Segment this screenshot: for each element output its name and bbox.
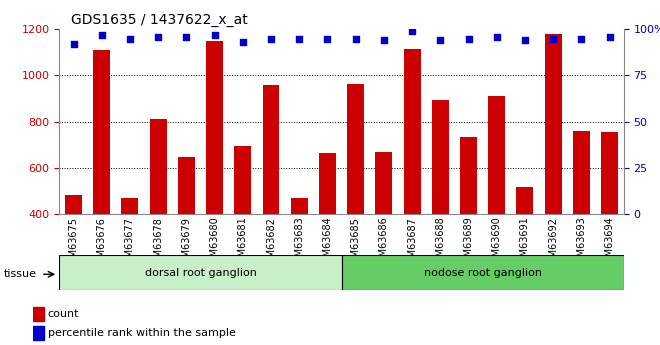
Text: count: count xyxy=(48,309,79,319)
Bar xyxy=(347,83,364,214)
Point xyxy=(266,36,277,41)
Bar xyxy=(150,119,166,214)
Point xyxy=(548,36,558,41)
Point xyxy=(407,28,417,34)
Point xyxy=(435,38,446,43)
Bar xyxy=(376,151,392,214)
Point xyxy=(238,39,248,45)
Point xyxy=(96,32,107,38)
Point xyxy=(379,38,389,43)
Bar xyxy=(93,50,110,214)
Bar xyxy=(121,198,139,214)
Bar xyxy=(517,187,533,214)
Point xyxy=(125,36,135,41)
Bar xyxy=(234,146,251,214)
Point xyxy=(181,34,191,39)
Bar xyxy=(342,255,624,290)
Text: tissue: tissue xyxy=(3,269,36,279)
Point xyxy=(322,36,333,41)
Bar xyxy=(33,326,44,339)
Point xyxy=(350,36,361,41)
Bar xyxy=(59,255,342,290)
Point xyxy=(209,32,220,38)
Point xyxy=(576,36,587,41)
Point xyxy=(463,36,474,41)
Point xyxy=(492,34,502,39)
Point xyxy=(605,34,615,39)
Bar xyxy=(33,307,44,321)
Text: percentile rank within the sample: percentile rank within the sample xyxy=(48,328,236,338)
Bar xyxy=(488,96,505,214)
Bar xyxy=(460,137,477,214)
Bar xyxy=(291,198,308,214)
Bar xyxy=(601,132,618,214)
Bar xyxy=(319,153,336,214)
Bar xyxy=(404,49,420,214)
Text: nodose root ganglion: nodose root ganglion xyxy=(424,268,542,277)
Point xyxy=(68,41,79,47)
Point xyxy=(294,36,304,41)
Text: GDS1635 / 1437622_x_at: GDS1635 / 1437622_x_at xyxy=(71,13,248,27)
Text: dorsal root ganglion: dorsal root ganglion xyxy=(145,268,257,277)
Bar xyxy=(206,41,223,214)
Bar xyxy=(573,131,590,214)
Bar xyxy=(263,85,279,214)
Bar xyxy=(432,100,449,214)
Bar xyxy=(65,195,82,214)
Point xyxy=(153,34,164,39)
Bar xyxy=(544,34,562,214)
Point xyxy=(519,38,530,43)
Bar xyxy=(178,157,195,214)
